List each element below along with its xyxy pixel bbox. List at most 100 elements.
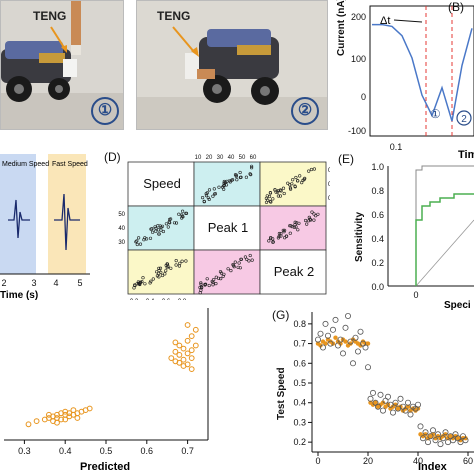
pairs-point (293, 220, 297, 224)
pairs-point (288, 186, 292, 190)
pairs-point (249, 173, 253, 177)
panel-g-point-actual (407, 411, 414, 418)
pairs-point (135, 239, 139, 243)
panel-f-xtick: 0.4 (59, 446, 72, 456)
pairs-point (142, 238, 146, 242)
panel-f-point (188, 333, 195, 340)
pairs-point (214, 282, 218, 286)
pairs-point (168, 217, 173, 221)
pairs-point (137, 236, 141, 240)
fast-speed-signal (54, 193, 80, 251)
pairs-point (238, 175, 242, 180)
panel-g-ytick: 0.8 (293, 319, 306, 329)
panel-g-point-actual (432, 437, 439, 444)
pairs-point (180, 209, 185, 213)
pairs-point (174, 258, 178, 263)
panel-g-ylabel: Test Speed (276, 367, 287, 420)
panel-f-point (188, 366, 195, 372)
panel-g-ytick: 0.6 (293, 358, 306, 368)
pairs-bottom-tick: 0.8 (178, 299, 187, 300)
pairs-point (282, 191, 286, 196)
panel-b-marker-2-circle (456, 110, 472, 126)
pairs-point (276, 194, 280, 198)
pairs-point (180, 259, 184, 263)
pairs-point (138, 282, 142, 287)
pairs-cell (193, 249, 261, 295)
pairs-point (237, 261, 241, 265)
pairs-cell (259, 249, 327, 295)
panel-g-point-actual (337, 336, 344, 343)
panel-g-point-actual (370, 389, 377, 396)
pairs-point (312, 218, 316, 222)
panel-f-point (176, 342, 183, 349)
pairs-point (271, 240, 275, 244)
pairs-point (169, 266, 173, 270)
pairs-diag-speed: Speed (143, 176, 181, 191)
pairs-point (150, 227, 154, 231)
panel-g-point-actual (342, 324, 349, 331)
pairs-point (154, 270, 159, 274)
panel-g-point-actual (347, 338, 354, 345)
pairs-point (288, 231, 292, 235)
panel-d-letter: (D) (104, 150, 121, 164)
panel-g-point-predicted (343, 339, 348, 344)
panel-g-point-actual (322, 320, 329, 327)
pairs-point (157, 268, 161, 273)
panel-g-ytick: 0.4 (293, 398, 306, 408)
pairs-point (219, 276, 223, 281)
panel-f-point (86, 405, 93, 412)
pairs-point (250, 164, 254, 168)
panel-g-point-actual (327, 340, 334, 347)
teng-label: TENG (33, 9, 67, 23)
pairs-point (238, 266, 242, 270)
pairs-cell (259, 205, 327, 251)
pairs-point (144, 237, 149, 241)
pairs-bottom-tick: 0.4 (146, 299, 155, 300)
fast-speed-region (48, 154, 86, 274)
panel-e-xlabel: Speci (444, 300, 471, 310)
panel-b-frame (369, 5, 474, 137)
pairs-point (277, 231, 281, 236)
panel-g-point-actual (390, 409, 397, 416)
pairs-point (158, 224, 162, 228)
panel-g-point-actual (332, 316, 339, 323)
pairs-point (229, 268, 233, 273)
pairs-point (294, 225, 298, 229)
panel-c-xtick: 5 (77, 278, 82, 288)
pairs-point (180, 214, 184, 218)
panel-g-point-actual (317, 330, 324, 337)
panel-g-point-predicted (358, 343, 363, 348)
panel-g-point-actual (387, 401, 394, 408)
pairs-point (297, 221, 301, 225)
pairs-point (312, 167, 316, 171)
pairs-point (234, 173, 238, 177)
pairs-point (212, 277, 216, 282)
panel-g-point-predicted (393, 402, 398, 407)
pairs-point (284, 234, 288, 238)
panel-c-xtick: 4 (53, 278, 58, 288)
pairs-cell (127, 249, 195, 295)
pairs-point (282, 230, 286, 234)
pairs-point (288, 183, 292, 187)
panel-g-point-actual (427, 433, 434, 440)
panel-f-point (172, 348, 179, 355)
pairs-right-tick: 0.8 (328, 168, 330, 174)
panel-g-xlabel: Index (418, 461, 448, 473)
pairs-right-tick: 0.6 (328, 182, 330, 188)
panel-g-xtick: 20 (363, 456, 373, 466)
panel-g-point-predicted (443, 432, 448, 437)
pairs-point (221, 274, 225, 278)
pairs-point (281, 186, 286, 190)
pairs-point (234, 174, 238, 178)
panel-d-chart: Speed Peak 1 Peak 2 10 20 30 40 50 60 50 40 30 0.… (118, 155, 330, 300)
pairs-point (199, 281, 203, 285)
panel-g-ytick: 0.5 (293, 378, 306, 388)
pairs-point (303, 176, 307, 181)
photo-teng-1: TENG ① (0, 0, 124, 130)
panel-f-point (168, 355, 175, 361)
pairs-point (235, 178, 239, 182)
panel-f-point (58, 416, 64, 423)
pairs-point (233, 260, 237, 264)
panel-g-point-actual (462, 437, 469, 444)
panel-g-point-predicted (380, 400, 386, 405)
